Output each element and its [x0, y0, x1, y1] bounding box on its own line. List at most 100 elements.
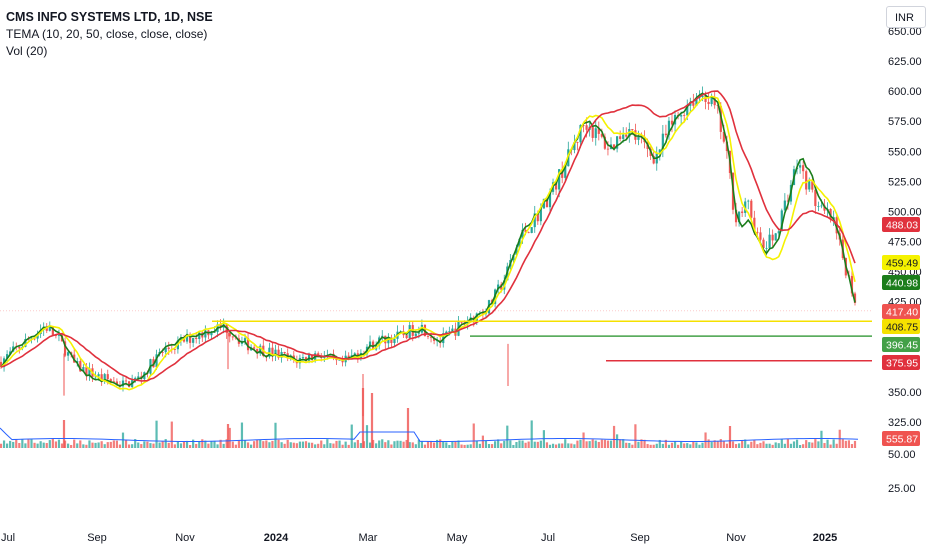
- time-tick-label: 2025: [813, 532, 837, 544]
- candle-body: [603, 136, 606, 149]
- volume-bar: [771, 444, 774, 448]
- candle-body: [582, 124, 585, 126]
- indicator-tema-legend[interactable]: TEMA (10, 20, 50, close, close, close): [6, 27, 208, 41]
- volume-bar: [146, 441, 149, 448]
- candle-body: [667, 120, 671, 136]
- price-label-text: 555.87 K: [886, 434, 928, 446]
- price-label-text: 396.45: [886, 340, 918, 352]
- candle-body: [6, 354, 9, 359]
- volume-bar: [12, 441, 15, 448]
- candle-body: [417, 332, 420, 334]
- volume-bar: [405, 439, 408, 448]
- volume-bar: [551, 443, 555, 448]
- volume-bar: [673, 441, 677, 448]
- volume-bar: [847, 440, 850, 448]
- candle-body: [555, 182, 558, 190]
- volume-bar: [274, 422, 277, 448]
- price-axis: 650.00 625.00 600.00 575.00 550.00 525.00 500.…: [888, 26, 922, 495]
- candle-body: [448, 331, 451, 332]
- volume-bar: [155, 420, 158, 448]
- volume-bar: [762, 441, 765, 448]
- indicator-volume-legend[interactable]: Vol (20): [6, 44, 48, 58]
- candle-body: [94, 376, 97, 378]
- volume-bar: [637, 441, 640, 448]
- time-tick-label: Nov: [175, 532, 195, 544]
- volume-bar: [481, 435, 484, 448]
- candle-body: [256, 348, 259, 354]
- volume-bar: [555, 444, 558, 448]
- volume-bar: [207, 443, 210, 448]
- volume-bar: [558, 443, 561, 448]
- candle-body: [79, 361, 82, 372]
- volume-bar: [728, 426, 732, 448]
- candle-body: [722, 131, 725, 142]
- volume-bar: [417, 439, 420, 448]
- volume-bar: [408, 442, 411, 448]
- volume-bar: [271, 440, 274, 448]
- volume-bar: [396, 440, 399, 448]
- volume-bar: [747, 444, 750, 448]
- volume-bar: [103, 444, 106, 448]
- volume-bar: [411, 442, 414, 448]
- candle-body: [817, 206, 820, 207]
- candle-body: [814, 189, 817, 207]
- candle-body: [759, 232, 762, 240]
- volume-bar: [744, 439, 747, 448]
- candle-body: [137, 376, 140, 378]
- candle-body: [710, 97, 713, 105]
- volume-bar: [811, 442, 814, 448]
- volume-bar: [112, 440, 115, 448]
- candle-body: [515, 247, 518, 255]
- volume-bar: [484, 440, 488, 448]
- candle-body: [271, 347, 274, 357]
- volume-bar: [329, 443, 332, 448]
- volume-bar: [365, 425, 369, 448]
- volume-bar: [173, 444, 176, 448]
- volume-bar: [765, 443, 768, 448]
- volume-bar: [576, 440, 579, 448]
- candle-body: [304, 357, 308, 362]
- currency-button[interactable]: INR: [886, 6, 926, 28]
- candle-body: [451, 328, 454, 332]
- volume-bar: [170, 421, 173, 448]
- volume-bar: [646, 444, 649, 448]
- volume-bar: [213, 440, 216, 448]
- volume-bar: [802, 444, 805, 448]
- candle-body: [368, 341, 372, 347]
- candle-body: [658, 149, 661, 153]
- price-label-text: 488.03: [886, 220, 918, 232]
- volume-bar: [406, 408, 410, 448]
- volume-bar: [304, 441, 308, 448]
- candle-body: [243, 338, 247, 342]
- candle-body: [134, 377, 137, 381]
- candle-body: [741, 211, 744, 213]
- volume-bar: [185, 440, 189, 448]
- volume-bar: [445, 442, 448, 448]
- volume-bar: [548, 444, 552, 448]
- candle-body: [82, 367, 85, 372]
- candle-body: [173, 349, 176, 350]
- volume-bar: [109, 441, 112, 448]
- candle-body: [414, 333, 417, 336]
- volume-bar: [759, 442, 762, 448]
- candle-body: [274, 349, 277, 357]
- candle-body: [536, 213, 539, 222]
- price-label-box: [882, 217, 920, 232]
- volume-bar: [433, 442, 436, 448]
- candle-body: [747, 200, 750, 202]
- candle-body: [286, 353, 289, 358]
- volume-bar: [375, 443, 378, 448]
- price-label-box: [882, 319, 920, 334]
- time-axis: Jul Sep Nov 2024 Mar May Jul Sep Nov 2025: [1, 532, 837, 544]
- volume-bar: [420, 440, 423, 448]
- volume-bar: [195, 443, 198, 448]
- candle-body: [384, 335, 387, 344]
- price-labels: 488.03 459.49 440.98 417.40 408.75 396.45 375.…: [882, 217, 928, 446]
- price-tick-label: 325.00: [888, 417, 922, 429]
- volume-bar: [731, 441, 735, 448]
- volume-bar: [210, 441, 213, 448]
- volume-bar: [561, 443, 564, 448]
- candle-body: [765, 247, 768, 249]
- volume-bar: [164, 439, 167, 448]
